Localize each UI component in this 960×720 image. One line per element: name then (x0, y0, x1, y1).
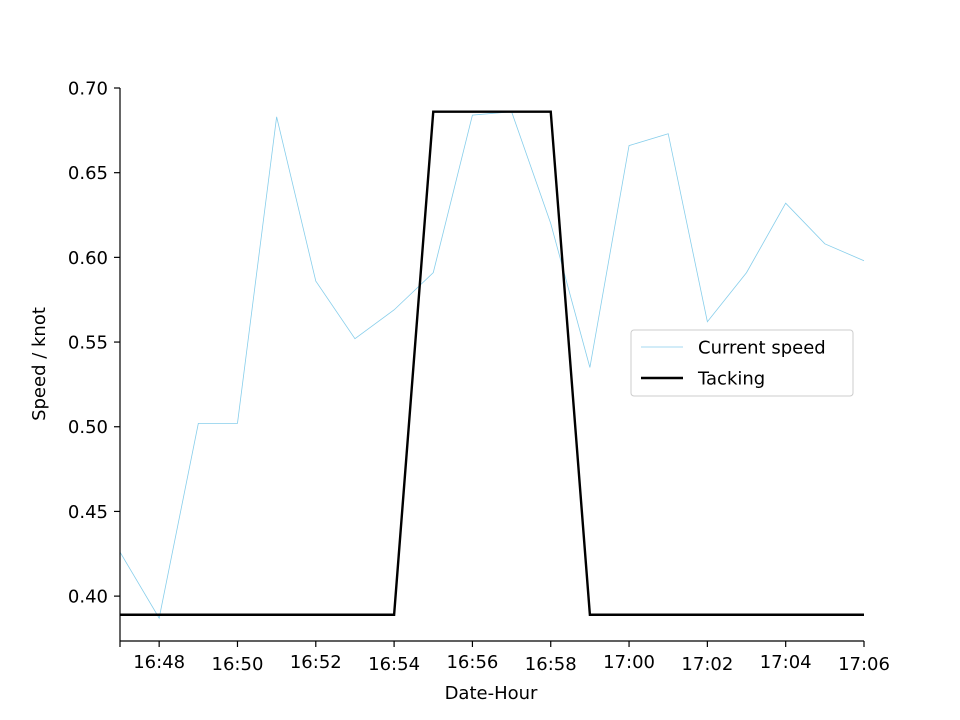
y-tick-label: 0.60 (68, 248, 108, 269)
y-axis-title: Speed / knot (29, 307, 50, 421)
y-tick-label: 0.50 (68, 417, 108, 438)
x-tick-label: 16:54 (368, 654, 420, 675)
x-tick-label: 17:06 (838, 654, 890, 675)
series-line-tacking (120, 110, 864, 616)
legend-box (630, 329, 854, 397)
x-tick-label: 16:56 (446, 652, 498, 673)
x-tick-label: 17:00 (603, 652, 655, 673)
legend: Current speed Tacking (630, 329, 854, 397)
x-tick-label: 17:02 (681, 654, 733, 675)
y-tick-label: 0.45 (68, 502, 108, 523)
x-ticks: 16:48 16:50 16:52 16:54 16:56 16:58 17:00 17:02… (119, 641, 890, 675)
y-ticks: 0.40 0.45 0.50 0.55 0.60 0.65 0.70 (68, 79, 120, 608)
x-tick-label: 17:04 (760, 652, 812, 673)
series-line-current-speed (119, 111, 865, 620)
y-tick-label: 0.40 (68, 587, 108, 608)
x-tick-label: 16:52 (290, 652, 342, 673)
y-tick-label: 0.55 (68, 333, 108, 354)
x-tick-label: 16:50 (212, 654, 264, 675)
y-tick-label: 0.65 (68, 163, 108, 184)
y-tick-label: 0.70 (68, 79, 108, 100)
legend-label: Tacking (697, 369, 765, 390)
x-tick-label: 16:58 (525, 654, 577, 675)
legend-label: Current speed (698, 338, 826, 359)
plot-lines (119, 110, 865, 620)
x-tick-label: 16:48 (133, 652, 185, 673)
x-axis-title: Date-Hour (445, 683, 538, 704)
